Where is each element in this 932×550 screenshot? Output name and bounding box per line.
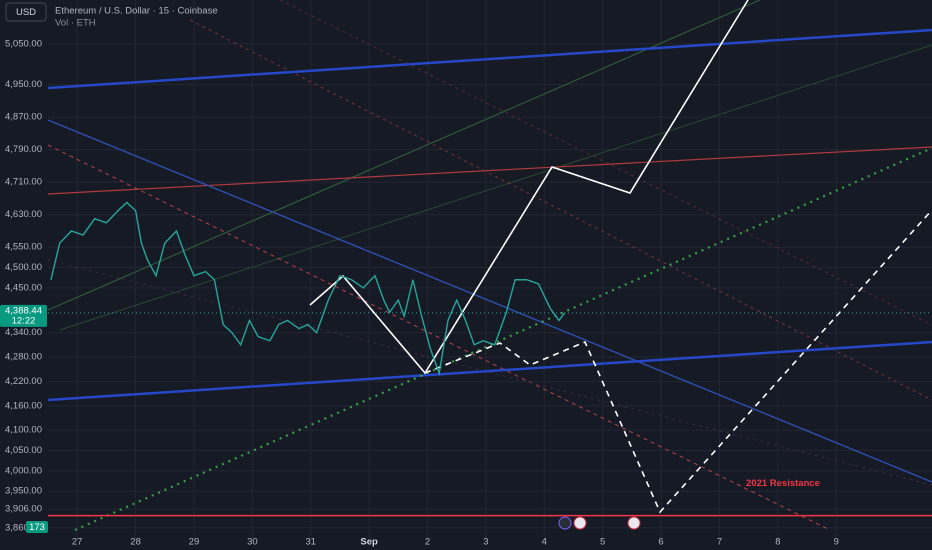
price-tag-box [0, 304, 47, 327]
volume-tag: 173 [29, 522, 45, 533]
y-tick-label: 3,860.00 [5, 522, 42, 533]
x-tick-label: 31 [305, 537, 316, 548]
y-tick-label: 4,550.00 [5, 242, 42, 253]
x-tick-label: 28 [130, 537, 141, 548]
y-tick-label: 4,280.00 [5, 352, 42, 363]
event-icon[interactable] [558, 516, 572, 530]
y-tick-label: 4,450.00 [5, 282, 42, 293]
volume-tag-box [26, 521, 48, 533]
trend-line [47, 0, 761, 311]
price-countdown: 12:22 [12, 315, 36, 326]
x-tick-label: 27 [72, 537, 83, 548]
x-tick-label: 5 [600, 537, 605, 548]
x-tick-label: 9 [834, 537, 839, 548]
y-tick-label: 4,100.00 [5, 425, 42, 436]
y-tick-label: 3,950.00 [5, 486, 42, 497]
price-line [50, 201, 566, 377]
x-tick-label: 3 [483, 537, 488, 548]
y-tick-label: 4,000.00 [5, 465, 42, 476]
y-tick-label: 4,790.00 [5, 144, 42, 155]
x-tick-label: Sep [360, 537, 378, 548]
trend-line [47, 28, 932, 90]
x-tick-label: 8 [775, 537, 780, 548]
y-tick-label: 4,160.00 [5, 400, 42, 411]
projection [424, 209, 932, 514]
event-icon[interactable] [573, 516, 587, 530]
trend-line [47, 259, 932, 486]
labels: 5,050.00 4,950.00 4,870.00 4,790.00 4,710.00… [0, 38, 839, 548]
chart-subtitle: Vol · ETH [55, 18, 96, 29]
x-tick-label: 7 [717, 537, 722, 548]
trend-line [74, 146, 932, 532]
y-tick-label: 4,950.00 [5, 79, 42, 90]
y-tick-label: 3,906.00 [5, 504, 42, 515]
trend-line [47, 340, 932, 402]
symbol-button[interactable]: USD [16, 7, 36, 18]
trend-line [47, 144, 831, 531]
trend-line [279, 0, 932, 326]
trend-line [47, 119, 932, 483]
y-tick-label: 4,050.00 [5, 445, 42, 456]
chart-title: Ethereum / U.S. Dollar · 15 · Coinbase [55, 6, 218, 17]
x-tick-label: 29 [189, 537, 200, 548]
y-tick-label: 4,340.00 [5, 327, 42, 338]
price-tag: 4,388.44 [5, 305, 42, 316]
trend-line [59, 44, 932, 331]
y-tick-label: 4,220.00 [5, 376, 42, 387]
series [48, 201, 932, 517]
x-tick-label: 6 [658, 537, 663, 548]
grid [48, 0, 932, 540]
event-icon[interactable] [627, 516, 641, 530]
y-tick-label: 4,710.00 [5, 177, 42, 188]
x-tick-label: 4 [542, 537, 547, 548]
trend-line [189, 19, 932, 401]
event-icons [558, 516, 641, 530]
y-tick-label: 4,870.00 [5, 112, 42, 123]
y-tick-label: 4,500.00 [5, 262, 42, 273]
symbol-button-box[interactable] [5, 2, 47, 22]
annotation: 2021 Resistance [746, 478, 820, 489]
y-tick-label: 4,630.00 [5, 209, 42, 220]
x-tick-label: 30 [247, 537, 258, 548]
x-tick-label: 2 [425, 537, 430, 548]
trend-line [47, 146, 932, 195]
drawings [47, 0, 932, 532]
y-tick-label: 5,050.00 [5, 38, 42, 49]
